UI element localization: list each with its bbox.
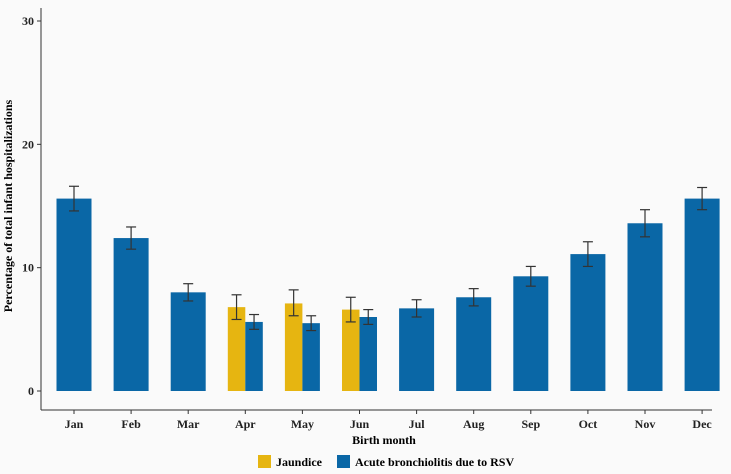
bars [56,198,720,391]
x-tick-label: Jul [409,417,426,431]
error-bar-rsv [697,186,708,211]
x-tick-label: Dec [692,417,712,431]
x-tick-label: Jun [350,417,370,431]
bar-rsv [245,321,263,391]
y-tick-label: 30 [22,14,34,28]
x-tick-label: May [291,417,314,431]
x-tick-label: Sep [521,417,540,431]
bar-rsv [456,297,492,391]
x-tick-label: Feb [121,417,141,431]
error-bar-rsv [582,241,593,268]
x-axis: Jan Feb Mar Apr May Jun Jul Aug Sep Oct Nov Dec [41,409,712,431]
x-tick-label: Oct [579,417,598,431]
legend-swatch-rsv [337,455,350,468]
error-bar-jaundice [345,296,356,323]
error-bar-rsv [183,283,194,302]
error-bar-jaundice [288,289,299,317]
error-bars [69,185,708,332]
legend: Jaundice Acute bronchiolitis due to RSV [258,455,514,469]
x-axis-title: Birth month [352,433,416,447]
error-bar-jaundice [231,294,242,321]
bar-rsv [56,198,92,391]
error-bar-rsv [249,313,260,330]
y-axis-title: Percentage of total infant hospitalizati… [1,99,15,312]
x-tick-label: Apr [235,417,256,431]
error-bar-rsv [126,226,137,250]
bar-jaundice [284,303,303,391]
y-axis: 0 10 20 30 [22,8,42,410]
legend-swatch-jaundice [258,455,271,468]
error-bar-rsv [468,288,479,307]
bar-rsv [570,254,606,391]
y-tick-label: 0 [28,384,34,398]
error-bar-rsv [306,315,317,332]
x-tick-label: Mar [177,417,200,431]
bar-rsv [513,276,549,391]
legend-label-jaundice: Jaundice [276,455,323,469]
legend-label-rsv: Acute bronchiolitis due to RSV [355,455,514,469]
bar-jaundice [227,307,246,391]
x-tick-label: Jan [65,417,84,431]
bar-rsv [113,238,149,391]
error-bar-rsv [640,209,650,238]
bar-jaundice [342,309,360,391]
error-bar-rsv [411,299,422,318]
bar-rsv [170,292,206,391]
x-tick-label: Nov [635,417,656,431]
error-bar-rsv [525,265,536,287]
bar-rsv [302,323,320,391]
bar-rsv [399,308,435,391]
y-tick-label: 20 [22,137,34,151]
bar-rsv [684,198,720,391]
error-bar-rsv [363,309,374,325]
x-tick-label: Aug [463,417,484,431]
bar-rsv [359,317,377,391]
bar-rsv [627,223,663,391]
y-tick-label: 10 [22,261,34,275]
error-bar-rsv [69,185,79,212]
